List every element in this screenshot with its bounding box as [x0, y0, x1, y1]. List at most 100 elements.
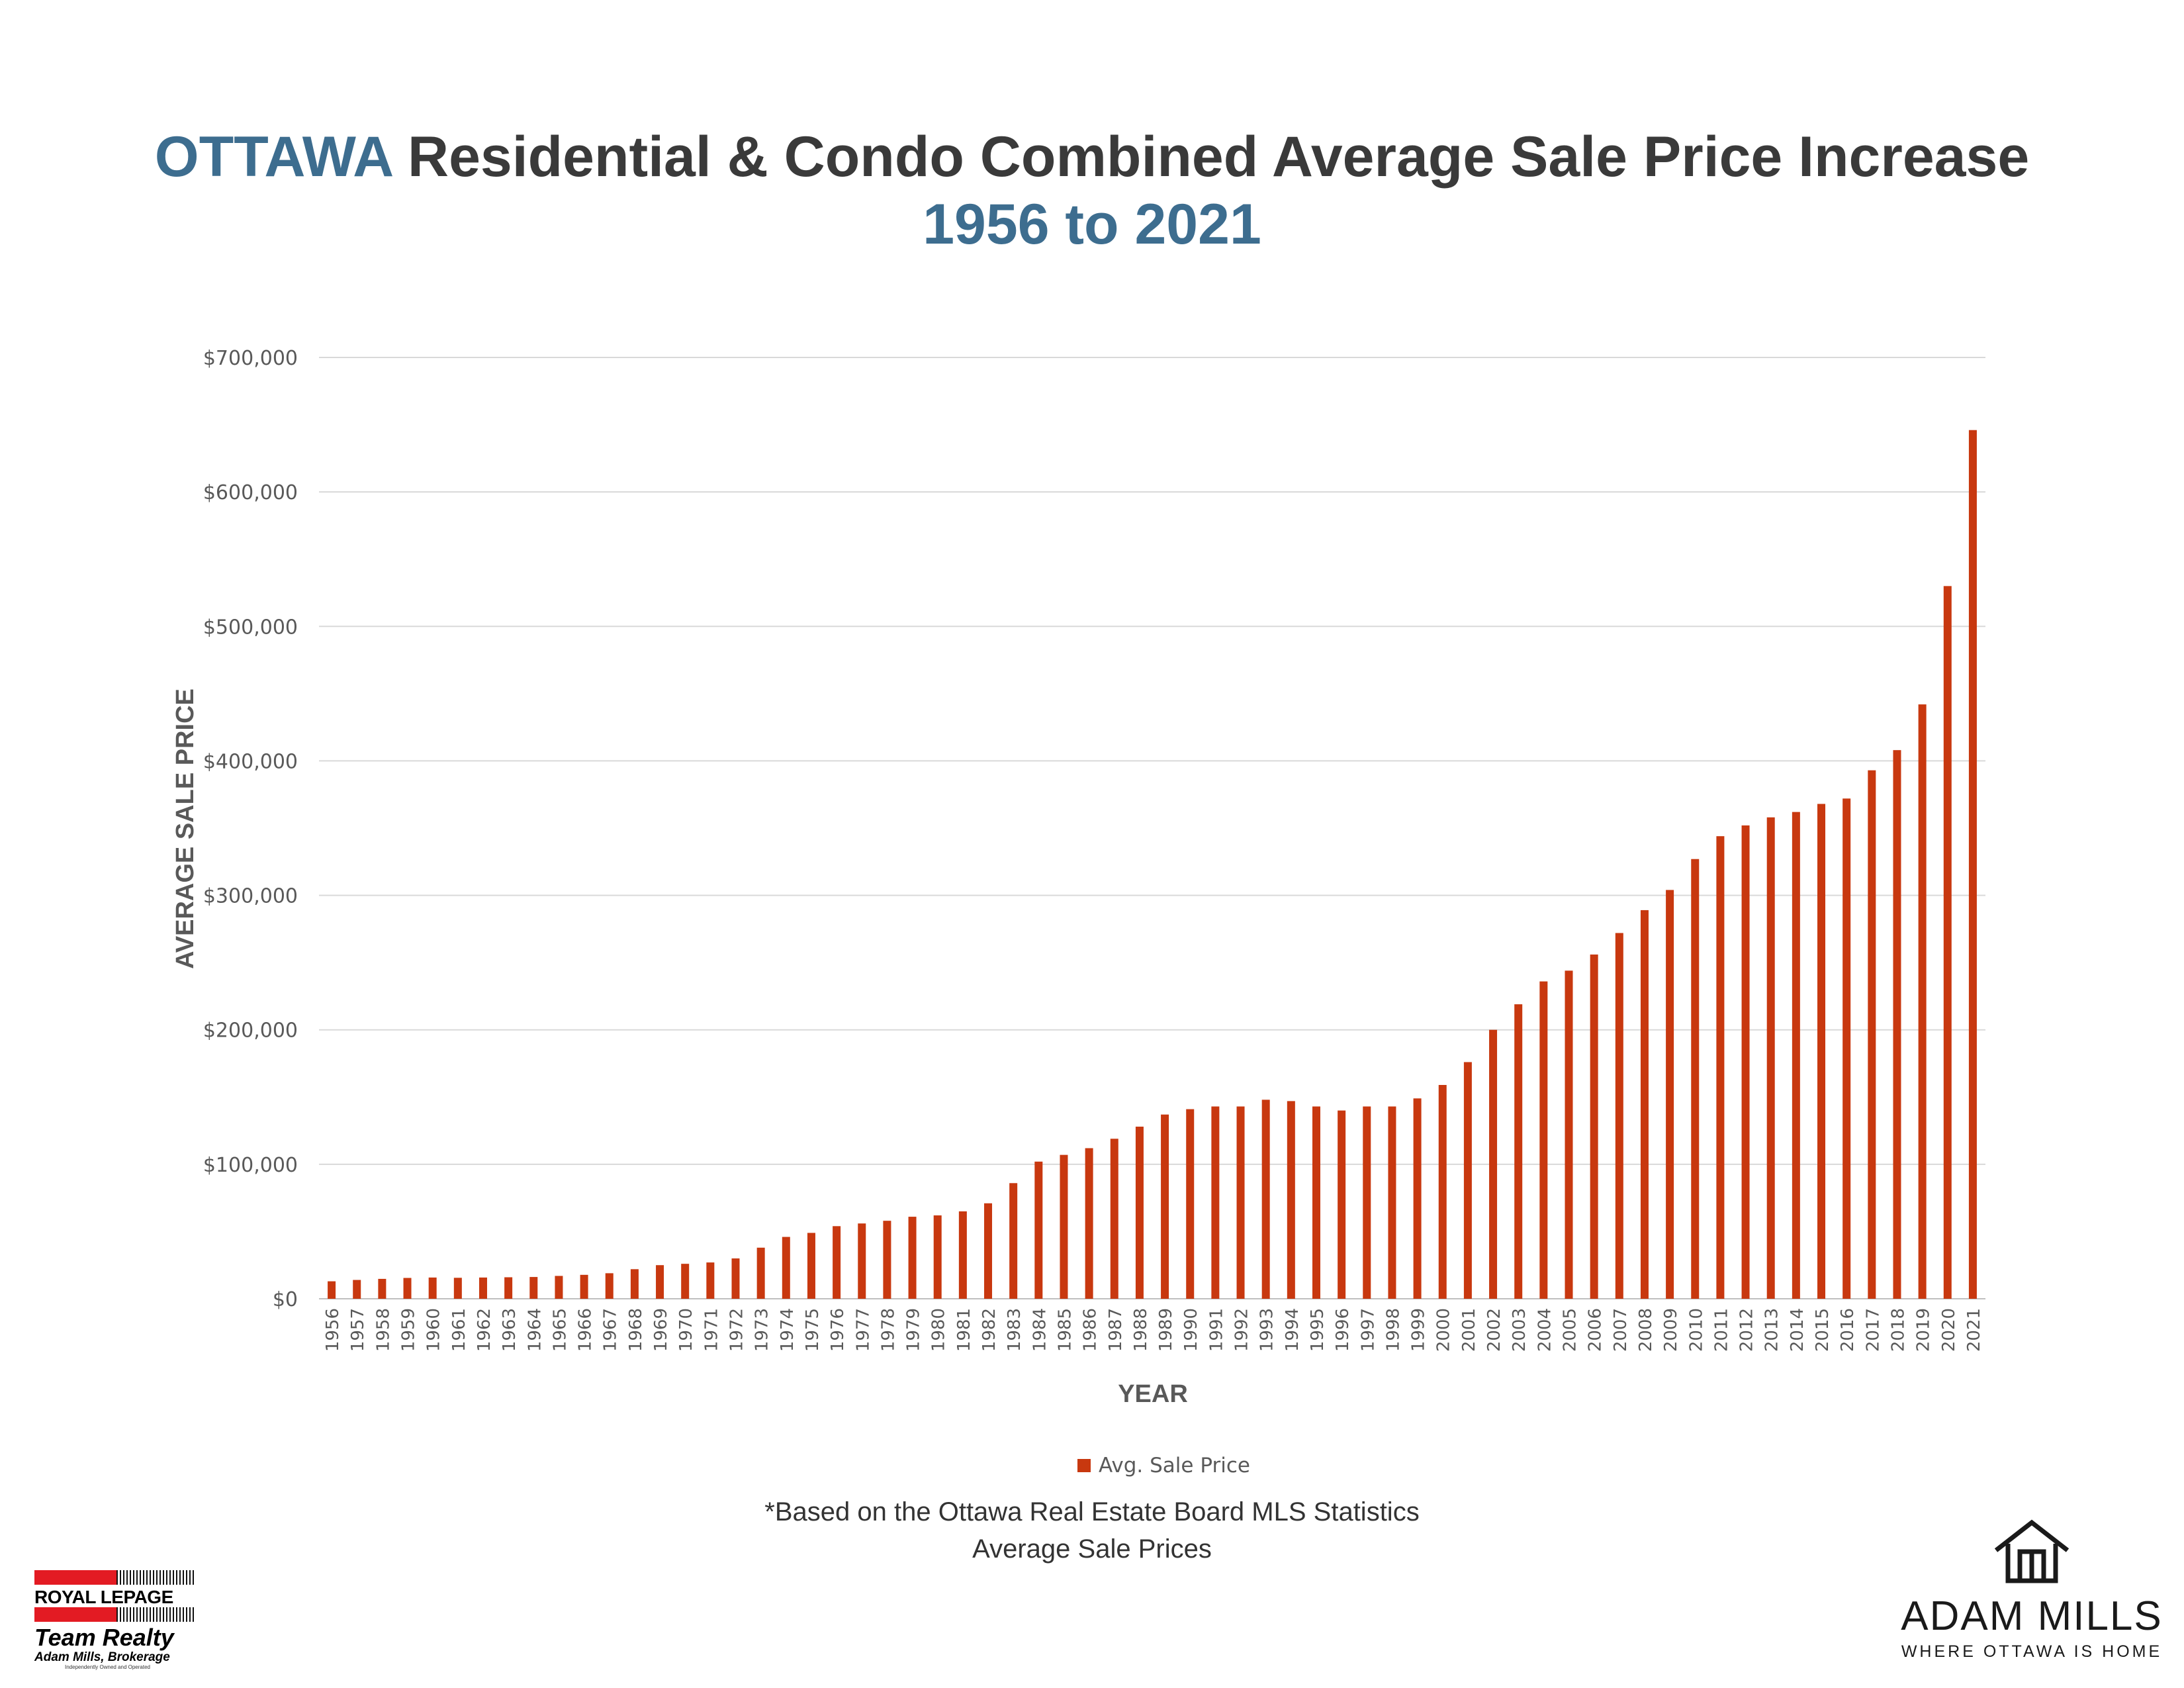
x-tick-label: 1998	[1383, 1308, 1403, 1352]
bar	[731, 1258, 740, 1299]
x-tick-label: 1982	[979, 1308, 999, 1352]
y-tick-label: $500,000	[203, 616, 298, 639]
x-tick-label: 1962	[475, 1308, 494, 1352]
logo-red-bar	[34, 1570, 195, 1585]
x-tick-label: 1963	[500, 1308, 520, 1352]
x-tick-label: 1988	[1131, 1308, 1151, 1352]
x-tick-label: 2018	[1888, 1308, 1908, 1352]
x-tick-label: 1970	[676, 1308, 696, 1352]
bar	[328, 1281, 336, 1299]
bar	[1968, 430, 1977, 1299]
x-tick-label: 2017	[1863, 1308, 1883, 1352]
bar	[1766, 817, 1775, 1299]
x-tick-label: 2008	[1636, 1308, 1656, 1352]
bar	[958, 1211, 967, 1299]
y-tick-label: $300,000	[203, 885, 298, 908]
y-tick-label: $700,000	[203, 347, 298, 370]
x-tick-label: 1984	[1030, 1308, 1050, 1352]
x-tick-label: 1965	[550, 1308, 570, 1352]
logo-team-text: Team Realty	[34, 1624, 174, 1651]
x-tick-label: 1980	[929, 1308, 949, 1352]
bars	[328, 430, 1977, 1299]
y-tick-labels: $0 $100,000 $200,000 $300,000 $400,000 $500,0…	[203, 347, 298, 1311]
bar	[605, 1273, 614, 1299]
bar	[908, 1217, 917, 1299]
x-axis-label: YEAR	[1118, 1380, 1188, 1408]
x-tick-label: 2021	[1964, 1308, 1984, 1352]
x-tick-label: 1960	[424, 1308, 444, 1352]
x-tick-label: 2000	[1434, 1308, 1454, 1352]
x-tick-label: 2011	[1711, 1308, 1731, 1352]
x-tick-label: 1990	[1181, 1308, 1201, 1352]
x-tick-label: 1964	[525, 1308, 545, 1352]
y-tick-label: $100,000	[203, 1154, 298, 1177]
bar	[807, 1233, 815, 1299]
x-tick-label: 1979	[904, 1308, 924, 1352]
bar	[1615, 933, 1623, 1299]
x-tick-label: 1976	[828, 1308, 848, 1352]
bar	[1539, 981, 1548, 1299]
adam-mills-logo: ADAM MILLS WHERE OTTAWA IS HOME	[1893, 1517, 2171, 1662]
x-tick-label: 1985	[1055, 1308, 1075, 1352]
footnote-line-2: Average Sale Prices	[972, 1534, 1212, 1564]
chart-title: OTTAWA Residential & Condo Combined Aver…	[0, 124, 2184, 190]
x-tick-label: 2015	[1813, 1308, 1833, 1352]
x-tick-label: 1991	[1206, 1308, 1226, 1352]
bar	[1893, 750, 1901, 1299]
bar	[1110, 1139, 1118, 1299]
logo-red-bar-2	[34, 1607, 195, 1622]
bar	[1943, 586, 1952, 1299]
y-tick-label: $400,000	[203, 750, 298, 773]
bar	[1691, 859, 1700, 1299]
y-tick-label: $200,000	[203, 1019, 298, 1043]
x-tick-label: 1972	[727, 1308, 747, 1352]
royal-lepage-logo: ROYAL LEPAGE Team Realty Adam Mills, Bro…	[34, 1570, 195, 1671]
bar	[403, 1278, 412, 1299]
bar	[630, 1269, 639, 1299]
x-tick-label: 2014	[1788, 1308, 1807, 1352]
x-tick-label: 1973	[752, 1308, 772, 1352]
bar	[858, 1223, 866, 1299]
bar	[883, 1221, 891, 1299]
bar	[1868, 770, 1876, 1299]
bar	[1135, 1126, 1144, 1299]
bar	[1085, 1148, 1093, 1299]
x-tick-label: 2005	[1561, 1308, 1580, 1352]
x-tick-label: 2003	[1510, 1308, 1529, 1352]
bar	[1438, 1085, 1447, 1299]
bar	[1388, 1106, 1396, 1299]
chart-subtitle: 1956 to 2021	[923, 193, 1261, 256]
bar	[1413, 1098, 1422, 1299]
x-tick-label: 1956	[323, 1308, 343, 1352]
x-tick-label: 1978	[878, 1308, 898, 1352]
logo-broker-text: Adam Mills, Brokerage	[34, 1650, 170, 1664]
bar	[1186, 1109, 1195, 1299]
bar	[656, 1265, 664, 1299]
x-tick-label: 1975	[803, 1308, 823, 1352]
adam-mills-tagline: WHERE OTTAWA IS HOME	[1901, 1642, 2163, 1661]
bar	[529, 1277, 538, 1299]
x-tick-label: 2007	[1611, 1308, 1631, 1352]
bar-chart: $0 $100,000 $200,000 $300,000 $400,000 $500,0…	[171, 347, 1985, 1408]
x-tick-label: 1968	[626, 1308, 646, 1352]
bar	[1514, 1004, 1523, 1299]
bar	[833, 1226, 841, 1299]
x-tick-label: 1959	[399, 1308, 419, 1352]
legend-label: Avg. Sale Price	[1099, 1454, 1250, 1477]
x-tick-label: 2019	[1914, 1308, 1934, 1352]
bar	[353, 1280, 361, 1299]
gridlines	[319, 357, 1985, 1299]
bar	[1817, 804, 1826, 1299]
x-tick-label: 2013	[1762, 1308, 1782, 1352]
bar	[681, 1264, 690, 1299]
bar	[756, 1247, 765, 1299]
y-tick-label: $600,000	[203, 481, 298, 504]
bar	[1792, 812, 1800, 1299]
bar	[555, 1276, 563, 1299]
bar	[1261, 1100, 1270, 1299]
x-tick-label: 1994	[1283, 1308, 1302, 1352]
bar	[1843, 798, 1851, 1299]
bar	[933, 1215, 942, 1299]
bar	[428, 1277, 437, 1299]
x-tick-label: 1971	[702, 1308, 721, 1352]
